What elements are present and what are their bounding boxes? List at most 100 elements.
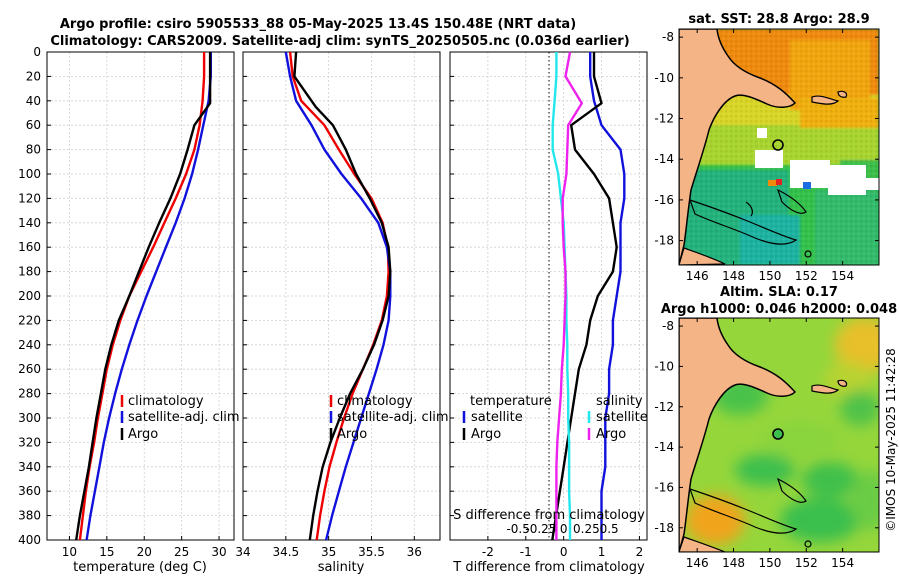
map-y-tick-label: -10: [654, 359, 674, 373]
map-x-tick-label: 152: [795, 556, 818, 570]
imos-watermark: ©IMOS 10-May-2025 11:42:28: [884, 348, 898, 532]
salinity-xlabel: salinity: [318, 560, 365, 575]
y-tick-label: 220: [18, 313, 41, 327]
y-tick-label: 80: [26, 143, 41, 157]
x-tick-label: 0: [560, 545, 568, 559]
y-tick-label: 380: [18, 509, 41, 523]
legend-climatology: climatology: [128, 394, 204, 409]
salinity-panel: 34 34.5 35 35.5 36 climatology satellite-adj…: [235, 51, 449, 575]
temperature-legend: climatology satellite-adj. clim Argo: [120, 394, 240, 442]
sla-map-frame: [678, 317, 880, 553]
legend-s-argo: Argo: [596, 427, 626, 442]
x-tick-label: 34.5: [272, 545, 299, 559]
y-tick-label: 100: [18, 167, 41, 181]
sst-map-field: [679, 29, 879, 265]
sla-map-field: [679, 318, 879, 552]
temperature-xlabel: temperature (deg C): [73, 560, 207, 575]
map-x-tick-label: 148: [722, 556, 745, 570]
x-tick-label: 10: [62, 545, 77, 559]
series-line-t-argo: [551, 52, 618, 541]
y-tick-label: 20: [26, 69, 41, 83]
series-line-t-satellite: [589, 52, 626, 540]
s-tick-label: 0: [560, 522, 568, 536]
series-line-s-argo: [555, 51, 583, 540]
s-tick-label: -0.25: [525, 522, 556, 536]
legend-satellite: satellite-adj. clim: [337, 410, 449, 425]
legend-s-satellite: satellite: [596, 410, 648, 425]
map-y-tick-label: -18: [654, 234, 674, 248]
y-tick-label: 200: [18, 289, 41, 303]
map-y-tick-label: -10: [654, 71, 674, 85]
y-tick-label: 320: [18, 435, 41, 449]
temperature-panel: 0 20 40 60 80 100 120 140 160 180 200 220 240 260 280 3…: [18, 45, 240, 575]
legend-temperature-title: temperature: [470, 394, 552, 409]
y-tick-label: 0: [33, 45, 41, 59]
y-tick-label: 360: [18, 484, 41, 498]
sla-map: Altim. SLA: 0.17 Argo h1000: 0.046 h2000…: [654, 285, 897, 570]
series-line-satellite-adj-clim: [284, 51, 392, 541]
map-x-tick-label: 152: [795, 269, 818, 283]
map-x-tick-label: 150: [758, 556, 781, 570]
figure-title-line1: Argo profile: csiro 5905533_88 05-May-20…: [60, 17, 576, 32]
figure-title-line2: Climatology: CARS2009. Satellite-adj cli…: [50, 34, 629, 49]
y-tick-label: 300: [18, 411, 41, 425]
x-tick-label: 20: [137, 545, 152, 559]
sst-map-frame: [678, 28, 880, 266]
map-y-tick-label: -8: [662, 319, 674, 333]
map-y-tick-label: -16: [654, 480, 674, 494]
x-tick-label: 1: [598, 545, 606, 559]
x-tick-label: 30: [211, 545, 226, 559]
map-y-tick-label: -16: [654, 193, 674, 207]
y-tick-label: 340: [18, 460, 41, 474]
x-tick-label: -2: [482, 545, 494, 559]
x-tick-label: 36: [407, 545, 422, 559]
map-y-tick-label: -14: [654, 440, 674, 454]
y-tick-label: 280: [18, 387, 41, 401]
series-line-argo: [75, 52, 212, 541]
y-tick-label: 120: [18, 191, 41, 205]
x-tick-label: 35.5: [358, 545, 385, 559]
legend-t-argo: Argo: [471, 427, 501, 442]
y-tick-label: 180: [18, 265, 41, 279]
x-tick-label: 15: [99, 545, 114, 559]
x-tick-label: 34: [235, 545, 250, 559]
series-line-satellite-adj-clim: [85, 52, 212, 541]
salinity-legend: climatology satellite-adj. clim Argo: [329, 394, 449, 442]
difference-legend: temperature satellite Argo salinity sate…: [462, 394, 648, 442]
s-tick-label: -0.5: [506, 522, 529, 536]
argo-position-marker: [772, 428, 784, 440]
map-y-tick-label: -12: [654, 112, 674, 126]
map-x-tick-label: 154: [831, 269, 854, 283]
legend-climatology: climatology: [337, 394, 413, 409]
s-tick-label: 0.5: [600, 522, 619, 536]
series-line-argo: [293, 51, 392, 541]
difference-panel: -2 -1 0 1 2 temperature satellite Argo salin…: [449, 51, 648, 575]
y-tick-label: 40: [26, 94, 41, 108]
legend-argo: Argo: [337, 427, 367, 442]
x-tick-label: 25: [174, 545, 189, 559]
map-x-tick-label: 146: [686, 269, 709, 283]
y-tick-label: 400: [18, 533, 41, 547]
y-tick-label: 140: [18, 216, 41, 230]
x-tick-label: 2: [636, 545, 644, 559]
map-x-tick-label: 150: [758, 269, 781, 283]
legend-argo: Argo: [128, 427, 158, 442]
map-y-tick-label: -18: [654, 521, 674, 535]
y-tick-label: 160: [18, 240, 41, 254]
y-tick-label: 60: [26, 118, 41, 132]
series-line-climatology: [288, 51, 390, 541]
y-tick-label: 240: [18, 338, 41, 352]
t-difference-xlabel: T difference from climatology: [452, 560, 645, 575]
map-y-tick-label: -12: [654, 400, 674, 414]
legend-salinity-title: salinity: [596, 394, 643, 409]
x-tick-label: 35: [321, 545, 336, 559]
s-difference-label: S difference from climatology: [453, 508, 645, 523]
sst-map-title: sat. SST: 28.8 Argo: 28.9: [688, 12, 869, 27]
sla-map-title: Altim. SLA: 0.17: [720, 285, 838, 300]
argo-position-marker: [772, 139, 784, 151]
y-tick-label: 260: [18, 362, 41, 376]
x-tick-label: -1: [520, 545, 532, 559]
sla-map-subtitle: Argo h1000: 0.046 h2000: 0.048: [661, 302, 897, 317]
map-x-tick-label: 146: [686, 556, 709, 570]
